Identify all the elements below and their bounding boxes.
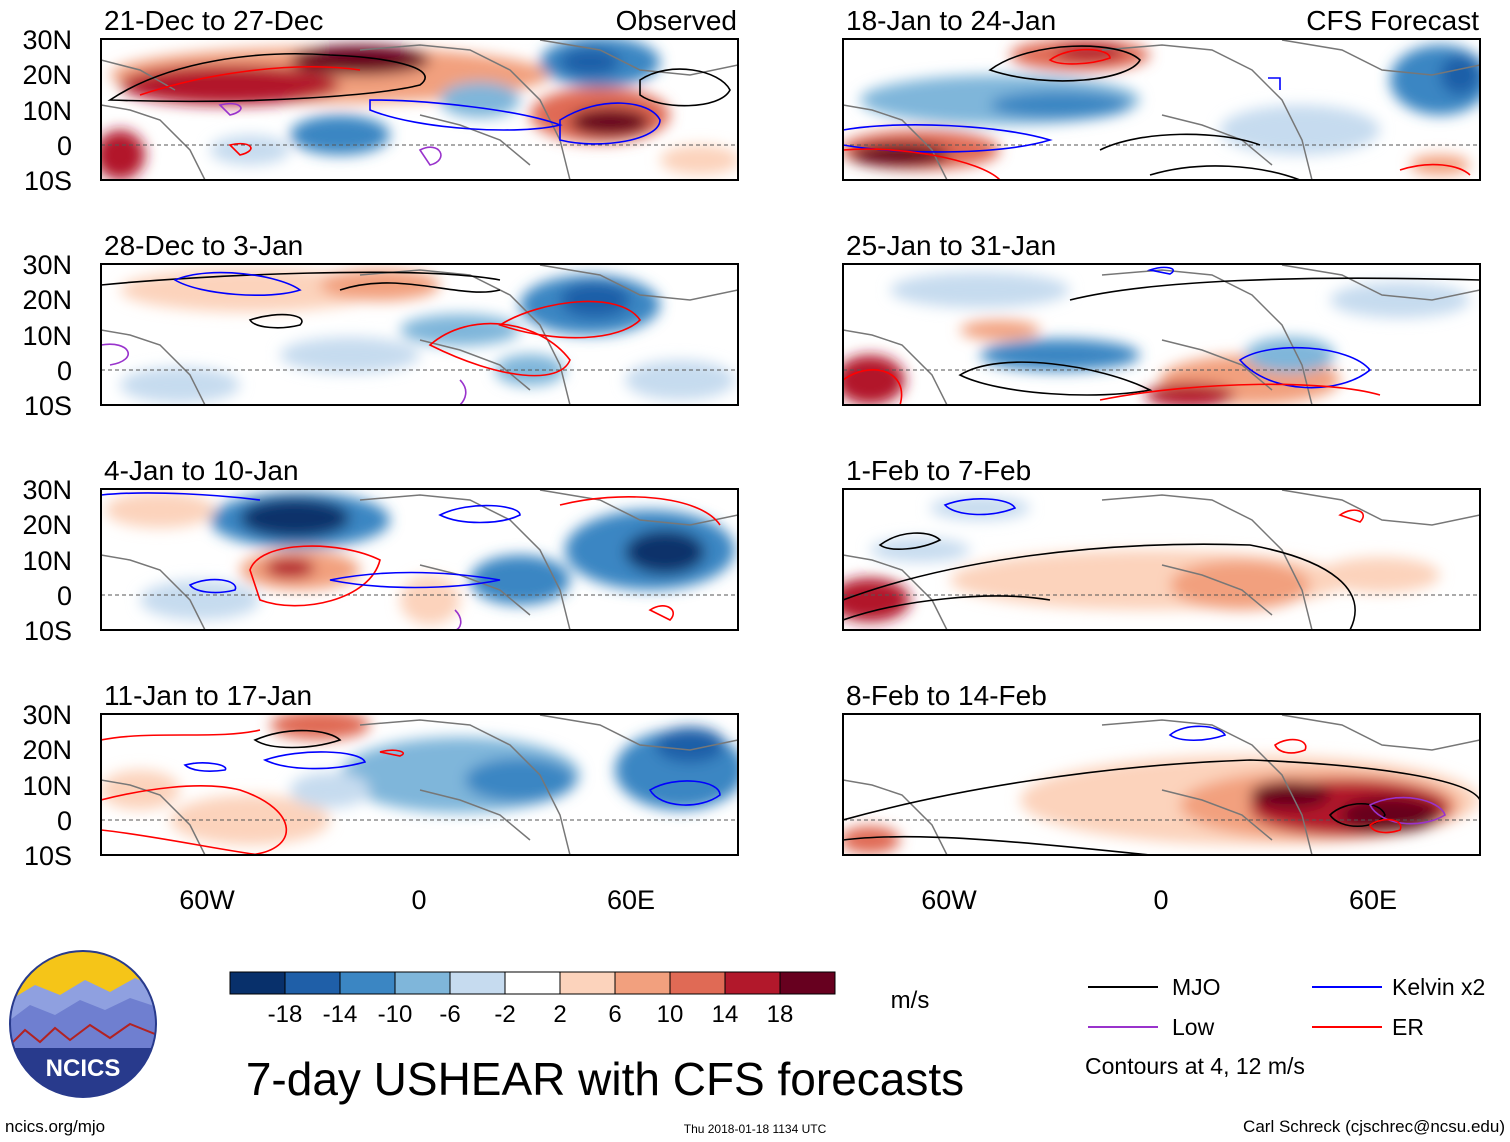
- lon-label: 60E: [1349, 885, 1397, 915]
- panel-title: 18-Jan to 24-Jan: [846, 5, 1056, 36]
- lon-label: 0: [411, 885, 426, 915]
- colorbar-tick: -18: [268, 1001, 303, 1028]
- lat-label: 20N: [22, 735, 72, 765]
- colorbar-tick: -6: [439, 1001, 460, 1028]
- lat-label: 30N: [22, 250, 72, 280]
- lat-label: 0: [57, 131, 72, 161]
- lat-label: 20N: [22, 60, 72, 90]
- panel-tag: CFS Forecast: [1306, 5, 1479, 36]
- shear-field: [101, 714, 738, 855]
- lat-label: 20N: [22, 510, 72, 540]
- footer-author: Carl Schreck (cjschrec@ncsu.edu): [1243, 1117, 1505, 1136]
- map-panel-left-1: 21-Dec to 27-Dec Observed: [100, 5, 739, 181]
- colorbar-swatch: [394, 971, 451, 995]
- lon-label: 60W: [921, 885, 977, 915]
- lat-label: 10S: [24, 841, 72, 871]
- colorbar-swatch: [339, 971, 396, 995]
- colorbar-tick: 6: [608, 1001, 621, 1028]
- colorbar-tick: 14: [712, 1001, 739, 1028]
- shear-field: [101, 489, 738, 630]
- contour-legend: MJO Kelvin x2 Low ER Contours at 4, 12 m…: [1085, 974, 1485, 1079]
- map-panel-left-3: 4-Jan to 10-Jan: [100, 455, 739, 631]
- shear-field: [843, 489, 1480, 630]
- legend-label-kelvin: Kelvin x2: [1392, 974, 1485, 1000]
- colorbar-tick: -14: [323, 1001, 358, 1028]
- panel-title: 28-Dec to 3-Jan: [104, 230, 303, 261]
- shear-field: [101, 39, 738, 180]
- panel-title: 4-Jan to 10-Jan: [104, 455, 299, 486]
- lat-labels-row-1: 30N 20N 10N 0 10S: [22, 25, 72, 196]
- map-panel-left-4: 11-Jan to 17-Jan: [100, 680, 739, 856]
- lat-label: 30N: [22, 700, 72, 730]
- colorbar-swatch: [449, 971, 506, 995]
- shear-field: [101, 264, 738, 405]
- map-panel-right-1: 18-Jan to 24-Jan CFS Forecast: [842, 5, 1481, 181]
- colorbar-tick: -10: [378, 1001, 413, 1028]
- panel-title: 21-Dec to 27-Dec: [104, 5, 323, 36]
- map-panel-right-3: 1-Feb to 7-Feb: [842, 455, 1481, 631]
- footer-website: ncics.org/mjo: [5, 1117, 105, 1136]
- main-title: 7-day USHEAR with CFS forecasts: [246, 1053, 964, 1105]
- colorbar-tick: 10: [657, 1001, 684, 1028]
- lat-label: 0: [57, 356, 72, 386]
- colorbar: -18 -14 -10 -6 -2 2 6 10 14 18: [229, 971, 836, 1028]
- shear-field: [843, 714, 1480, 855]
- legend-label-er: ER: [1392, 1014, 1424, 1040]
- colorbar-tick: 18: [767, 1001, 794, 1028]
- colorbar-units: m/s: [891, 987, 930, 1014]
- colorbar-tick: -2: [494, 1001, 515, 1028]
- colorbar-tick: 2: [553, 1001, 566, 1028]
- lon-labels-left: 60W 0 60E: [179, 885, 655, 915]
- lat-label: 20N: [22, 285, 72, 315]
- colorbar-swatch: [724, 971, 781, 995]
- lon-label: 0: [1153, 885, 1168, 915]
- lat-labels-row-2: 30N 20N 10N 0 10S: [22, 250, 72, 421]
- lat-label: 10S: [24, 391, 72, 421]
- map-panel-right-4: 8-Feb to 14-Feb: [842, 680, 1481, 856]
- colorbar-swatch: [614, 971, 671, 995]
- shear-field: [843, 264, 1480, 405]
- colorbar-swatch: [559, 971, 616, 995]
- lat-label: 10S: [24, 616, 72, 646]
- lat-label: 10N: [22, 546, 72, 576]
- lat-label: 10N: [22, 96, 72, 126]
- colorbar-swatch: [284, 971, 341, 995]
- lat-label: 0: [57, 806, 72, 836]
- map-panel-right-2: 25-Jan to 31-Jan: [842, 230, 1481, 406]
- lon-label: 60E: [607, 885, 655, 915]
- panel-tag: Observed: [616, 5, 737, 36]
- legend-label-low: Low: [1172, 1014, 1215, 1040]
- colorbar-swatch: [669, 971, 726, 995]
- lat-label: 10N: [22, 771, 72, 801]
- panel-title: 11-Jan to 17-Jan: [104, 680, 312, 711]
- colorbar-swatch: [229, 971, 286, 995]
- legend-label-mjo: MJO: [1172, 974, 1221, 1000]
- ncics-logo: NCICS: [9, 950, 157, 1098]
- panel-title: 25-Jan to 31-Jan: [846, 230, 1056, 261]
- lat-labels-row-3: 30N 20N 10N 0 10S: [22, 475, 72, 646]
- lon-labels-right: 60W 0 60E: [921, 885, 1397, 915]
- anomaly-contours: [107, 53, 731, 166]
- shear-field: [843, 39, 1480, 180]
- lat-label: 30N: [22, 475, 72, 505]
- lat-label: 0: [57, 581, 72, 611]
- colorbar-swatch: [779, 971, 836, 995]
- lat-label: 10S: [24, 166, 72, 196]
- lon-label: 60W: [179, 885, 235, 915]
- footer-timestamp: Thu 2018-01-18 1134 UTC: [684, 1122, 827, 1136]
- lat-labels-row-4: 30N 20N 10N 0 10S: [22, 700, 72, 871]
- logo-text: NCICS: [46, 1055, 121, 1082]
- colorbar-swatch: [504, 971, 561, 995]
- contour-note: Contours at 4, 12 m/s: [1085, 1053, 1305, 1079]
- lat-label: 10N: [22, 321, 72, 351]
- panel-title: 8-Feb to 14-Feb: [846, 680, 1047, 711]
- lat-label: 30N: [22, 25, 72, 55]
- map-panel-left-2: 28-Dec to 3-Jan: [100, 230, 739, 406]
- panel-title: 1-Feb to 7-Feb: [846, 455, 1031, 486]
